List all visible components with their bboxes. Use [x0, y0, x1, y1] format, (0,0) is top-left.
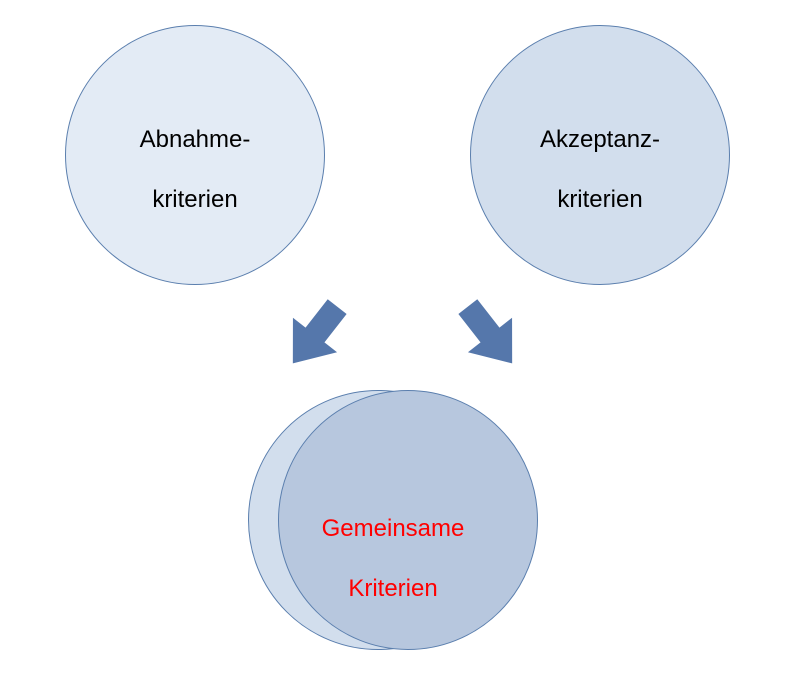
- circle-abnahmekriterien: Abnahme- kriterien: [65, 25, 325, 285]
- arrow-left-icon: [259, 279, 371, 391]
- arrow-right-icon: [434, 279, 546, 391]
- circle-akzeptanzkriterien-label: Akzeptanz- kriterien: [540, 95, 660, 215]
- arrow-left-shape: [271, 289, 359, 380]
- circle-gemeinsame-kriterien-label: Gemeinsame Kriterien: [248, 484, 538, 604]
- circle-akzeptanzkriterien-label-line1: Akzeptanz-: [540, 126, 660, 153]
- arrow-right-shape: [446, 289, 534, 380]
- gemeinsame-label-line2: Kriterien: [348, 575, 437, 602]
- gemeinsame-label-line1: Gemeinsame: [322, 515, 465, 542]
- circle-akzeptanzkriterien: Akzeptanz- kriterien: [470, 25, 730, 285]
- circle-abnahmekriterien-label-line2: kriterien: [152, 186, 237, 213]
- circle-abnahmekriterien-label: Abnahme- kriterien: [140, 95, 251, 215]
- circle-akzeptanzkriterien-label-line2: kriterien: [557, 186, 642, 213]
- circle-gemeinsame-kriterien: Gemeinsame Kriterien: [248, 390, 538, 650]
- circle-abnahmekriterien-label-line1: Abnahme-: [140, 126, 251, 153]
